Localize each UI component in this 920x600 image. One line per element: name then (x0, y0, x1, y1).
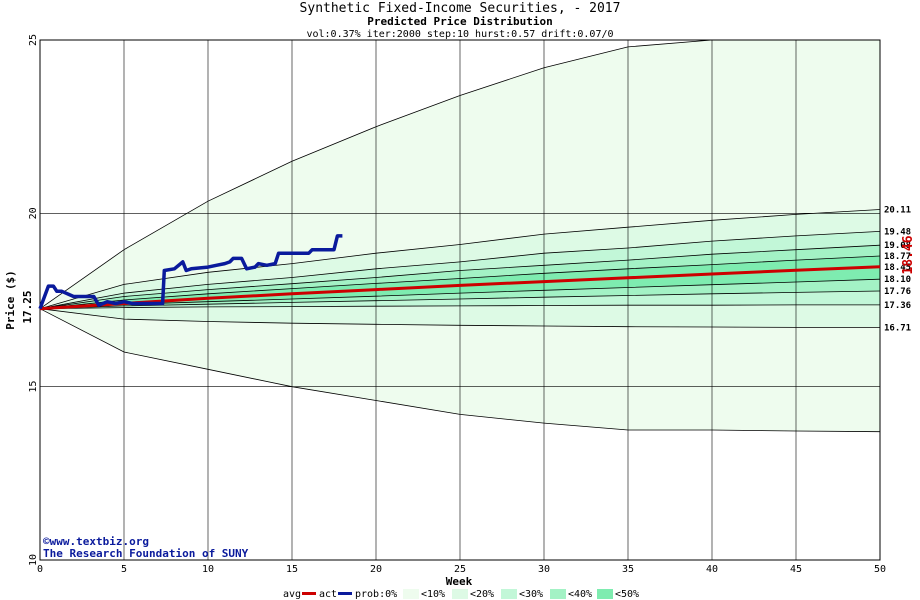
end-label: 17.36 (884, 301, 911, 311)
chart-subtitle: Predicted Price Distribution (367, 15, 552, 28)
y-tick-label: 10 (28, 554, 39, 566)
end-label: 18.77 (884, 252, 911, 262)
series-layer (38, 234, 881, 311)
start-price-label: 17.25 (21, 290, 34, 323)
legend-band40-swatch (550, 589, 566, 599)
legend-band50-label: <50% (615, 589, 639, 600)
series-avg-line (39, 265, 881, 311)
x-axis-label: Week (446, 575, 473, 588)
legend-act-label: act (319, 589, 337, 600)
x-tick-label: 50 (874, 564, 886, 575)
chart-title: Synthetic Fixed-Income Securities, - 201… (300, 1, 621, 16)
x-tick-label: 0 (37, 564, 43, 575)
end-label: 17.76 (884, 287, 911, 297)
legend-band20-label: <20% (470, 589, 494, 600)
legend-band40-label: <40% (568, 589, 592, 600)
y-tick-label: 15 (28, 381, 39, 393)
y-axis-label: Price ($) (4, 270, 17, 330)
final-avg-label: 18.46 (901, 235, 916, 274)
credit-url: ©www.textbiz.org (43, 535, 149, 548)
x-tick-label: 25 (454, 564, 466, 575)
legend-avg-swatch (302, 592, 316, 595)
legend-band50-swatch (597, 589, 613, 599)
y-tick-label: 25 (28, 34, 39, 46)
legend-prob-label: prob:0% (355, 589, 397, 600)
x-tick-label: 30 (538, 564, 550, 575)
end-label: 20.11 (884, 206, 911, 216)
plot-border (39, 39, 881, 561)
x-tick-label: 10 (202, 564, 214, 575)
end-label: 18.45 (884, 263, 911, 273)
end-label: 19.08 (884, 241, 911, 251)
axis-ticks: 0 5 10 15 20 25 30 35 40 45 50 10 15 20 25 (28, 34, 886, 575)
end-label: 18.10 (884, 275, 911, 285)
legend-avg-label: avg (283, 589, 301, 600)
legend-band10-swatch (403, 589, 419, 599)
x-tick-label: 45 (790, 564, 802, 575)
credit-org: The Research Foundation of SUNY (43, 547, 249, 560)
legend-act-swatch (338, 592, 352, 595)
x-tick-label: 15 (286, 564, 298, 575)
legend-band30-swatch (501, 589, 517, 599)
legend: avg act prob:0% <10% <20% <30% <40% <50% (283, 589, 639, 600)
simulation-params: vol:0.37% iter:2000 step:10 hurst:0.57 d… (306, 29, 613, 40)
legend-band30-label: <30% (519, 589, 543, 600)
series-act-line (38, 234, 343, 310)
end-label: 16.71 (884, 323, 911, 333)
x-tick-label: 40 (706, 564, 718, 575)
x-tick-label: 5 (121, 564, 127, 575)
x-tick-label: 35 (622, 564, 634, 575)
legend-band20-swatch (452, 589, 468, 599)
end-label: 19.48 (884, 227, 911, 237)
y-tick-label: 20 (28, 207, 39, 219)
legend-band10-label: <10% (421, 589, 445, 600)
x-tick-label: 20 (370, 564, 382, 575)
